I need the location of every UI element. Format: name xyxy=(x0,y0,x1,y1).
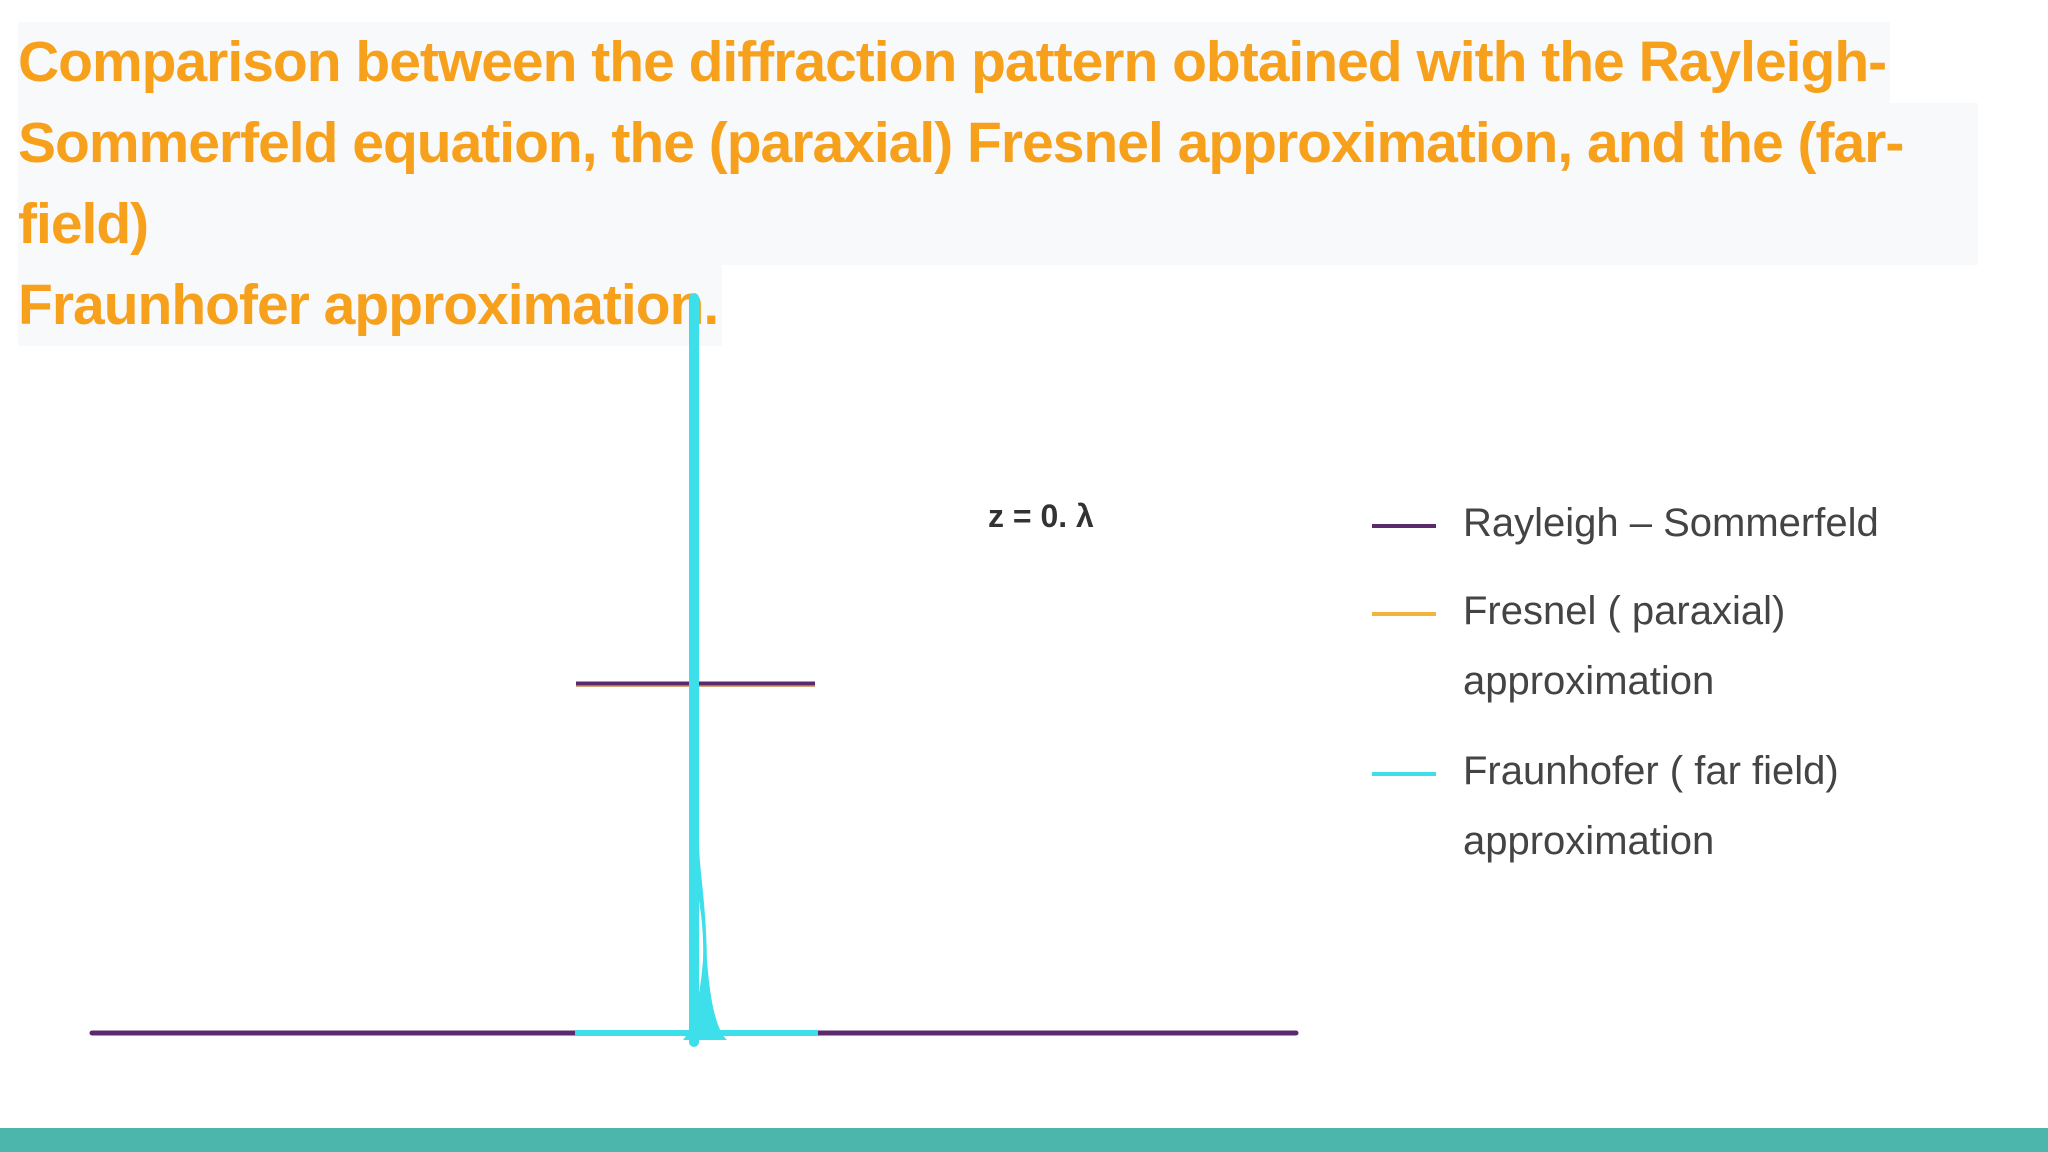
legend-label-line: approximation xyxy=(1463,659,1714,703)
legend-label-line: approximation xyxy=(1463,819,1714,863)
legend-label-line: Fraunhofer ( far field) xyxy=(1463,749,1839,793)
footer-accent-bar xyxy=(0,1128,2048,1152)
legend-label-fresnel: Fresnel ( paraxial) approximation xyxy=(1463,589,1785,703)
z-annotation: z = 0. λ xyxy=(988,498,1094,534)
legend-label-rayleigh: Rayleigh – Sommerfeld xyxy=(1463,501,1879,545)
title-line-3: Fraunhofer approximation. xyxy=(18,265,723,346)
slide-title: Comparison between the diffraction patte… xyxy=(18,22,1978,346)
title-line-1: Comparison between the diffraction patte… xyxy=(18,22,1891,103)
title-line-2: Sommerfeld equation, the (paraxial) Fres… xyxy=(18,103,1978,265)
legend-label-fraunhofer: Fraunhofer ( far field) approximation xyxy=(1463,749,1839,863)
legend: Rayleigh – Sommerfeld Fresnel ( paraxial… xyxy=(1372,501,1879,863)
legend-label-line: Fresnel ( paraxial) xyxy=(1463,589,1785,633)
